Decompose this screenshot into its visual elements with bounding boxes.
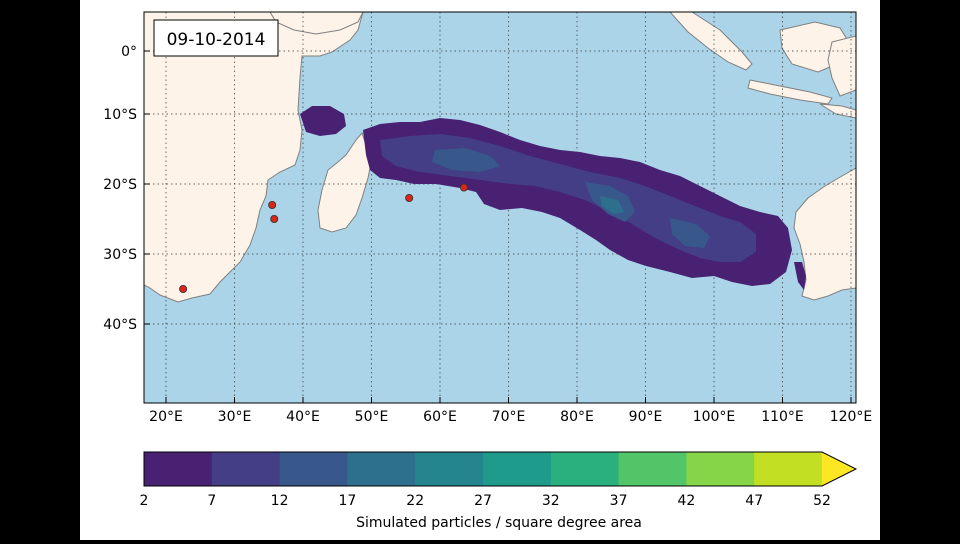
lat-tick-label: 40°S <box>103 317 137 333</box>
colorbar-tick-label: 2 <box>140 493 149 509</box>
colorbar-segment <box>550 452 620 486</box>
colorbar-segment <box>347 452 416 486</box>
lon-tick-label: 40°E <box>286 409 320 425</box>
map-area <box>144 12 856 403</box>
observation-point <box>459 183 468 192</box>
density-madagascar-blob <box>300 106 346 136</box>
africa-landmass <box>144 12 364 303</box>
particle-density-plume <box>300 106 806 290</box>
colorbar-segment <box>754 452 823 486</box>
lon-tick-label: 60°E <box>423 409 457 425</box>
colorbar-tick-label: 12 <box>271 493 289 509</box>
sumatra <box>669 12 753 71</box>
figure-panel: 09-10-2014 20°E 30°E 40°E 50°E 60°E 70°E 80°E 9… <box>80 0 880 540</box>
sulawesi-timor <box>819 35 856 119</box>
density-level-3 <box>432 148 710 248</box>
colorbar-tick-label: 7 <box>207 493 216 509</box>
lon-tick-label: 90°E <box>629 409 663 425</box>
lon-tick-label: 100°E <box>693 409 736 425</box>
colorbar-segment <box>279 452 348 486</box>
colorbar-ticks: 2 7 12 17 22 27 32 37 42 47 52 <box>140 493 831 509</box>
observation-point <box>179 284 188 293</box>
date-label: 09-10-2014 <box>167 30 266 50</box>
lat-tick-label: 0° <box>121 44 137 60</box>
lat-tick-label: 30°S <box>103 247 137 263</box>
colorbar-segment <box>144 452 213 486</box>
colorbar <box>143 451 858 487</box>
observation-points <box>179 183 468 293</box>
colorbar-segment <box>618 452 687 486</box>
colorbar-segment <box>415 452 484 486</box>
density-australia-streak <box>794 262 806 290</box>
colorbar-tick-label: 42 <box>677 493 695 509</box>
colorbar-outline <box>143 451 858 487</box>
colorbar-tick-label: 47 <box>745 493 763 509</box>
lon-tick-label: 110°E <box>761 409 804 425</box>
map-frame <box>143 11 857 404</box>
observation-point <box>270 214 279 223</box>
observation-point <box>268 200 277 209</box>
colorbar-tick-label: 22 <box>406 493 424 509</box>
lon-tick-label: 20°E <box>149 409 183 425</box>
colorbar-segment <box>483 452 552 486</box>
colorbar-tick-label: 27 <box>474 493 492 509</box>
colorbar-extension <box>822 452 856 486</box>
map-figure: 09-10-2014 20°E 30°E 40°E 50°E 60°E 70°E 80°E 9… <box>103 11 872 531</box>
date-box: 09-10-2014 <box>153 19 279 57</box>
density-level-4 <box>600 196 624 214</box>
latitude-labels: 0° 10°S 20°S 30°S 40°S <box>103 44 150 333</box>
java <box>747 79 833 105</box>
observation-point <box>405 193 414 202</box>
lat-tick-label: 10°S <box>103 107 137 123</box>
colorbar-label: Simulated particles / square degree area <box>356 515 642 531</box>
lon-tick-label: 70°E <box>492 409 526 425</box>
lon-tick-label: 30°E <box>218 409 252 425</box>
longitude-labels: 20°E 30°E 40°E 50°E 60°E 70°E 80°E 90°E 100°E 110… <box>149 397 872 425</box>
colorbar-tick-label: 37 <box>610 493 628 509</box>
lon-tick-label: 50°E <box>355 409 389 425</box>
colorbar-tick-label: 17 <box>338 493 356 509</box>
colorbar-segment <box>686 452 755 486</box>
lat-tick-label: 20°S <box>103 177 137 193</box>
lon-tick-label: 120°E <box>830 409 873 425</box>
arabia <box>269 12 364 35</box>
australia <box>793 167 856 301</box>
lon-tick-label: 80°E <box>560 409 594 425</box>
colorbar-tick-label: 32 <box>542 493 560 509</box>
colorbar-segment <box>211 452 281 486</box>
colorbar-tick-label: 52 <box>813 493 831 509</box>
